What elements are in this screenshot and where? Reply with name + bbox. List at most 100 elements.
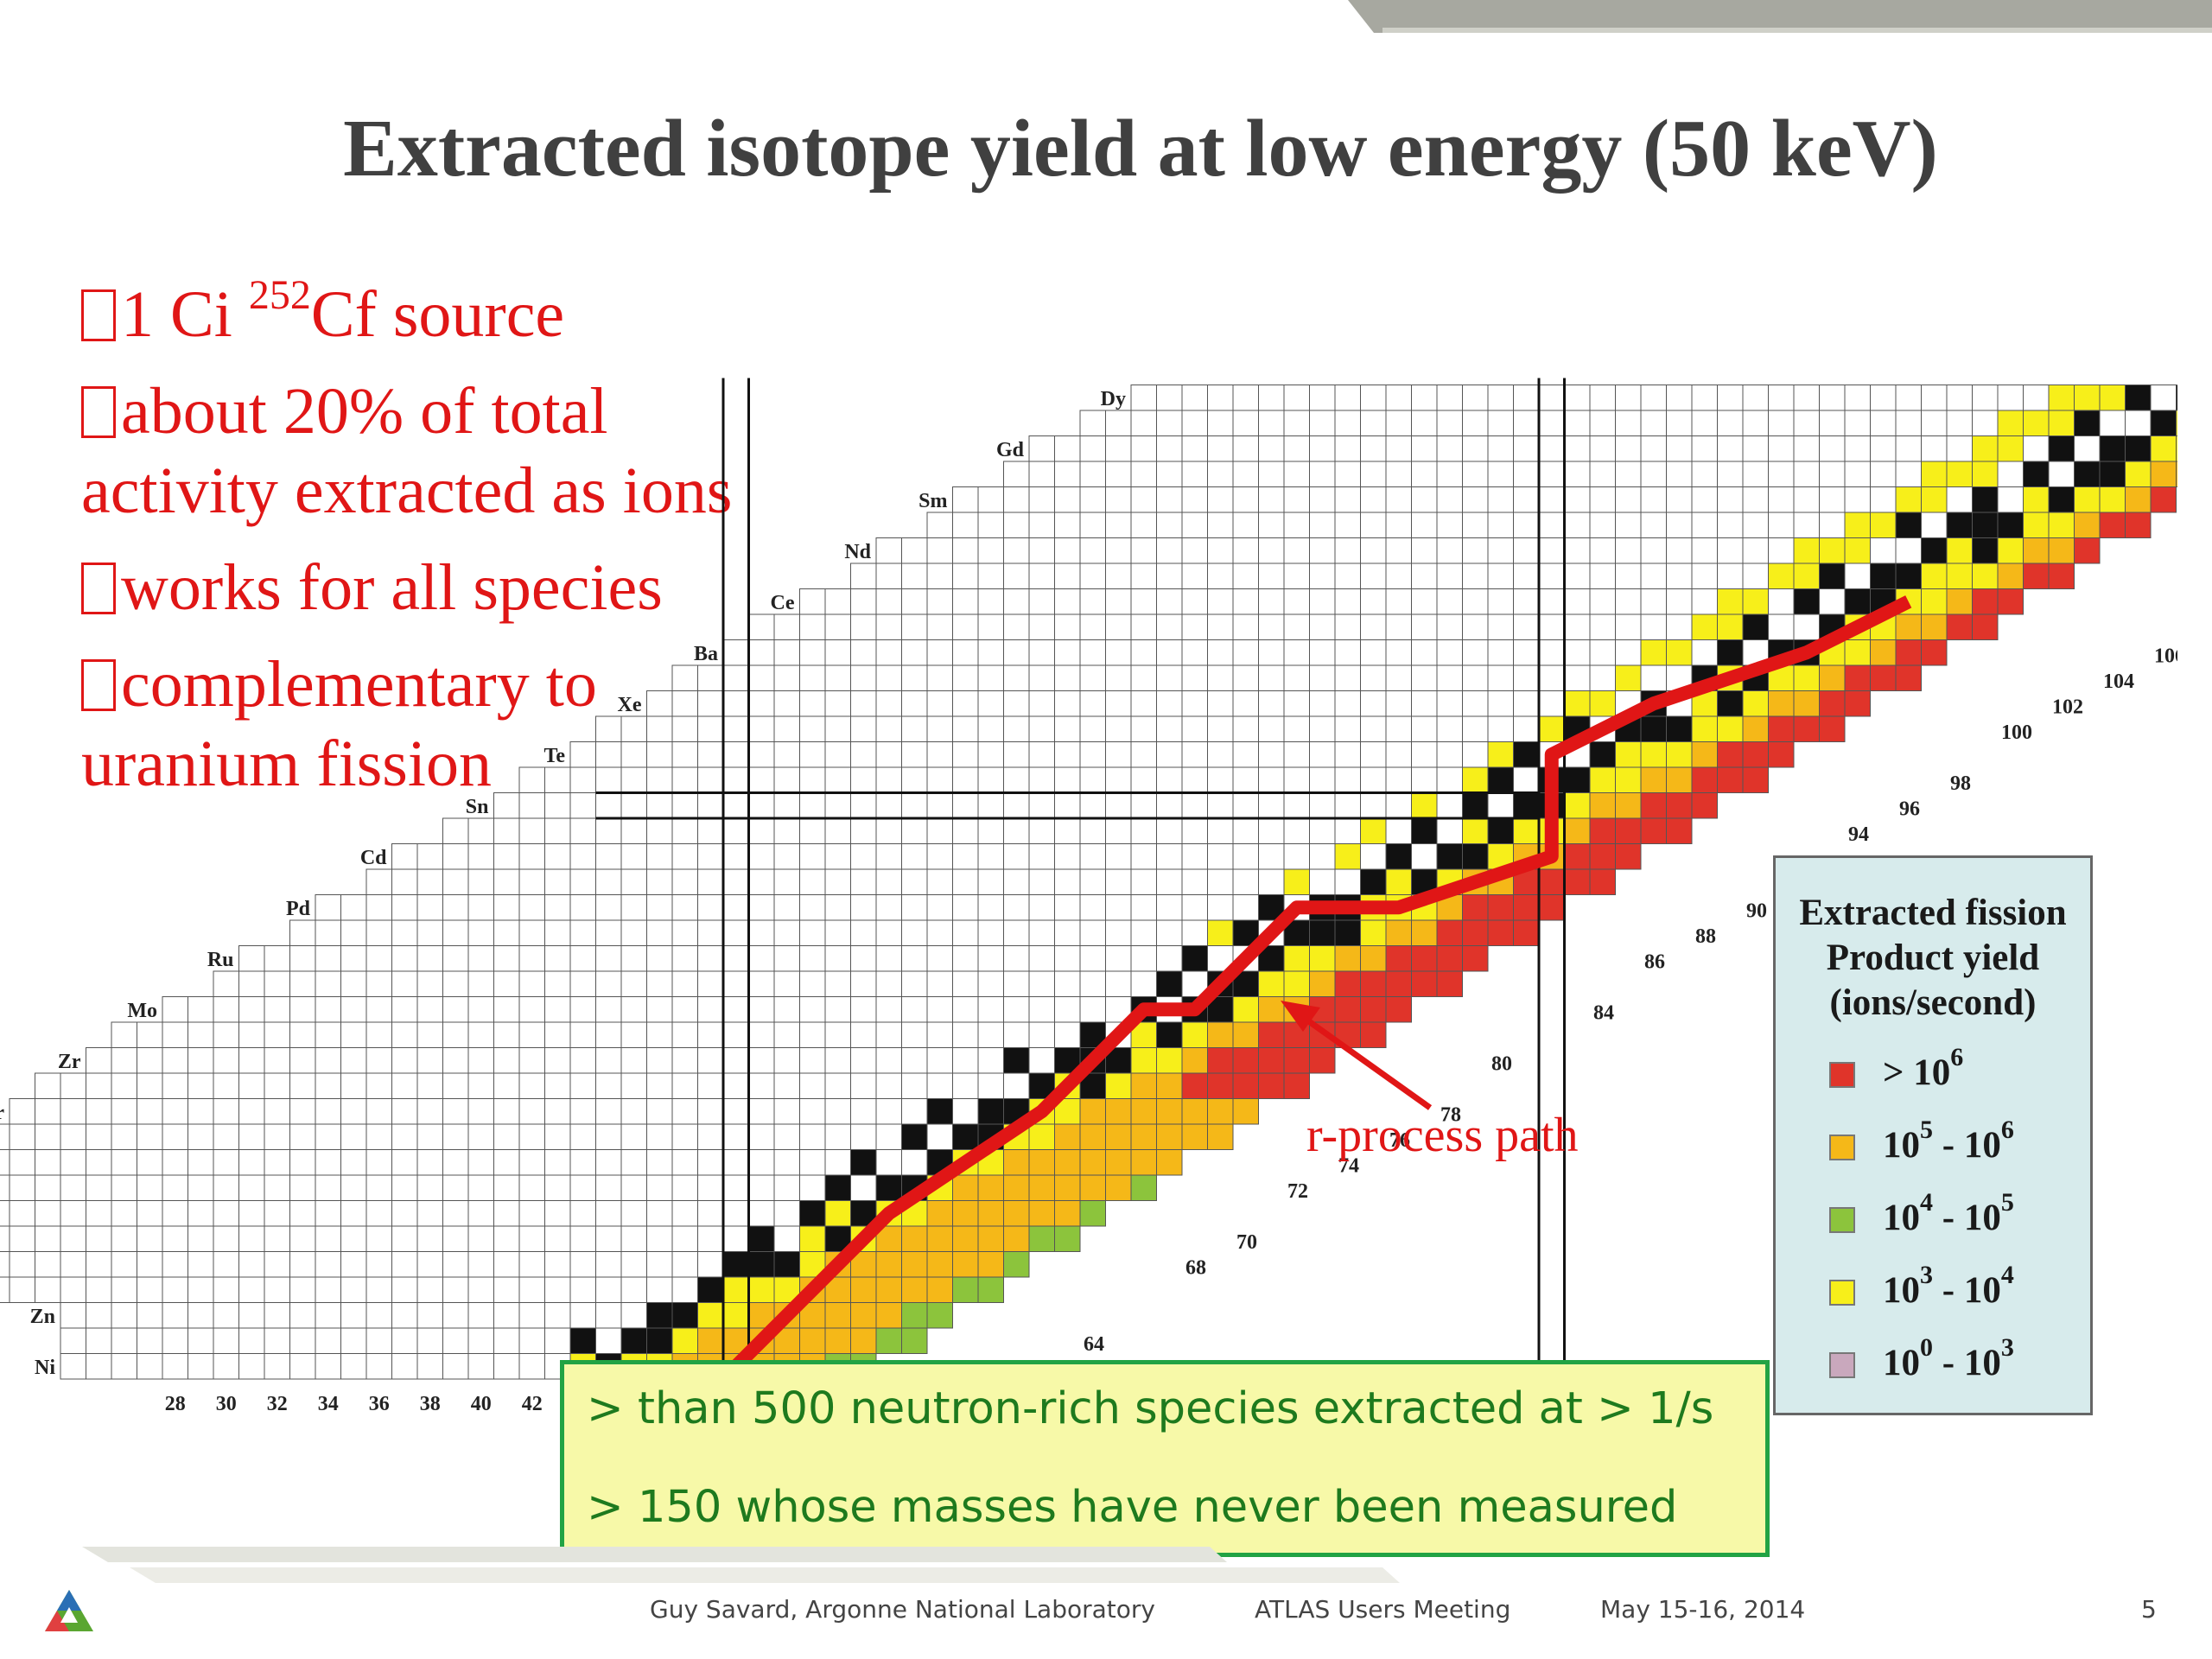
nuclide-cell — [1564, 512, 1591, 538]
nuclide-cell — [1181, 1072, 1208, 1099]
nuclide-cell — [1054, 715, 1081, 742]
nuclide-cell — [264, 1327, 290, 1354]
nuclide-cell — [1538, 435, 1565, 462]
nuclide-cell — [773, 1174, 800, 1201]
nuclide-cell — [1589, 868, 1616, 895]
bullet-species: works for all species — [81, 548, 859, 627]
nuclide-cell — [926, 563, 953, 589]
nuclide-cell — [1360, 664, 1387, 691]
nuclide-cell — [901, 715, 928, 742]
nuclide-cell — [1360, 461, 1387, 487]
nuclide-cell — [1130, 1047, 1157, 1074]
nuclide-cell — [799, 1021, 826, 1048]
nuclide-cell — [671, 868, 698, 895]
nuclide-cell — [416, 919, 443, 946]
nuclide-cell — [1870, 385, 1897, 411]
nuclide-cell — [518, 1021, 545, 1048]
nuclide-cell — [1207, 843, 1234, 870]
nuclide-cell — [493, 1327, 520, 1354]
nuclide-cell — [162, 1021, 188, 1048]
nuclide-cell — [1130, 690, 1157, 717]
nuclide-cell — [111, 1021, 137, 1048]
nuclide-cell — [697, 690, 724, 717]
nuclide-cell — [1819, 690, 1846, 717]
nuclide-cell — [977, 1021, 1004, 1048]
nuclide-cell — [1997, 563, 2024, 589]
nuclide-cell — [213, 1098, 239, 1125]
nuclide-cell — [1666, 435, 1693, 462]
nuclide-cell — [340, 1327, 367, 1354]
bullet-box-icon — [81, 563, 116, 614]
nuclide-cell — [1360, 410, 1387, 436]
nuclide-cell — [1258, 486, 1285, 513]
nuclide-cell — [1207, 385, 1234, 411]
nuclide-cell — [748, 1149, 775, 1176]
nuclide-cell — [1079, 1149, 1106, 1176]
nuclide-cell — [1666, 715, 1693, 742]
bullet-box-icon — [81, 386, 116, 438]
legend-title-line: Extracted fission — [1799, 893, 2067, 933]
nuclide-cell — [1334, 715, 1361, 742]
nuclide-cell — [1028, 792, 1055, 819]
nuclide-cell — [1054, 690, 1081, 717]
nuclide-cell — [646, 894, 673, 921]
nuclide-cell — [1666, 563, 1693, 589]
nuclide-cell — [1207, 435, 1234, 462]
nuclide-cell — [1054, 996, 1081, 1023]
nuclide-cell — [850, 690, 877, 717]
nuclide-cell — [748, 817, 775, 844]
nuclide-cell — [1487, 410, 1514, 436]
nuclide-cell — [137, 1149, 163, 1176]
nuclide-cell — [646, 715, 673, 742]
nuclide-cell — [1793, 410, 1820, 436]
nuclide-cell — [1666, 588, 1693, 615]
neutron-axis-tick: 28 — [165, 1393, 186, 1415]
nuclide-cell — [1589, 613, 1616, 640]
nuclide-cell — [544, 843, 571, 870]
nuclide-cell — [824, 1021, 851, 1048]
nuclide-cell — [748, 1200, 775, 1227]
nuclide-cell — [1564, 766, 1591, 793]
nuclide-cell — [544, 868, 571, 895]
nuclide-cell — [1589, 588, 1616, 615]
nuclide-cell — [1207, 410, 1234, 436]
nuclide-cell — [289, 996, 316, 1023]
nuclide-cell — [1742, 385, 1769, 411]
nuclide-cell — [340, 894, 367, 921]
nuclide-cell — [1615, 741, 1642, 768]
nuclide-cell — [1385, 996, 1412, 1023]
nuclide-cell — [1207, 1123, 1234, 1150]
nuclide-cell — [799, 843, 826, 870]
legend-title-line: (ions/second) — [1829, 982, 2037, 1023]
element-label: Ba — [694, 643, 718, 665]
nuclide-cell — [671, 1149, 698, 1176]
nuclide-cell — [1385, 461, 1412, 487]
nuclide-cell — [213, 1072, 239, 1099]
diagonal-neutron-tick: 80 — [1491, 1053, 1512, 1076]
nuclide-cell — [518, 945, 545, 972]
nuclide-cell — [1054, 1149, 1081, 1176]
nuclide-cell — [1742, 461, 1769, 487]
nuclide-cell — [1997, 588, 2024, 615]
nuclide-cell — [1997, 410, 2024, 436]
nuclide-cell — [416, 1021, 443, 1048]
nuclide-cell — [1309, 817, 1336, 844]
slide-title: Extracted isotope yield at low energy (5… — [343, 104, 1938, 194]
nuclide-cell — [1615, 817, 1642, 844]
nuclide-cell — [365, 1353, 392, 1380]
legend-label-exponent: 0 — [1920, 1333, 1933, 1362]
nuclide-cell — [162, 996, 188, 1023]
nuclide-cell — [1181, 537, 1208, 564]
nuclide-cell — [799, 945, 826, 972]
nuclide-cell — [1462, 639, 1489, 666]
nuclide-cell — [1054, 563, 1081, 589]
nuclide-cell — [340, 1098, 367, 1125]
nuclide-cell — [850, 741, 877, 768]
nuclide-cell — [35, 1149, 61, 1176]
nuclide-cell — [926, 1021, 953, 1048]
nuclide-cell — [340, 1072, 367, 1099]
nuclide-cell — [1615, 486, 1642, 513]
nuclide-cell — [1742, 410, 1769, 436]
diagonal-neutron-tick: 106 — [2154, 645, 2177, 668]
nuclide-cell — [850, 1098, 877, 1125]
